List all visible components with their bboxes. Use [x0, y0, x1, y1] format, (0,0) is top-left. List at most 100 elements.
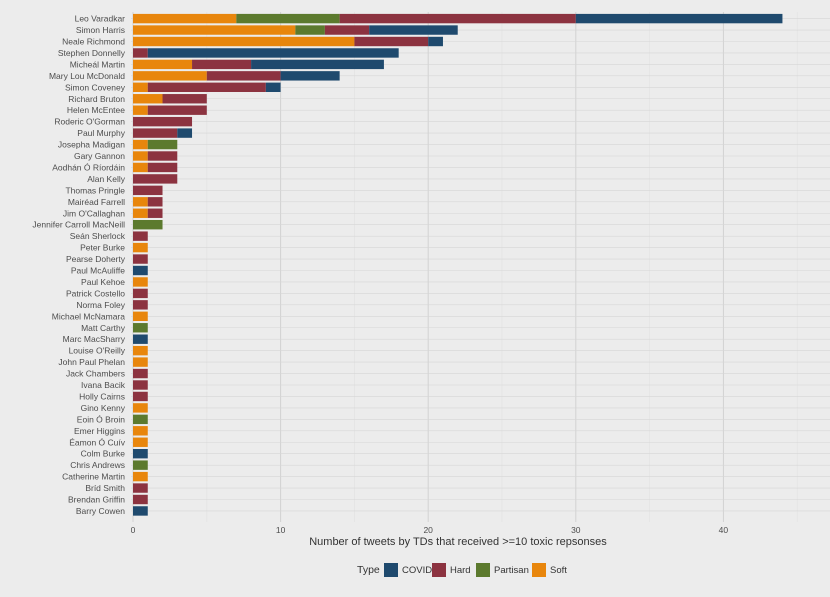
bar-hard-segment — [133, 288, 148, 299]
bar-soft-segment — [133, 71, 207, 81]
y-tick-label: Chris Andrews — [70, 460, 125, 470]
bar-soft-segment — [133, 426, 148, 436]
bar-soft-segment — [133, 197, 148, 207]
y-tick-label: Colm Burke — [81, 449, 126, 459]
bar-hard-segment — [133, 128, 178, 138]
bar-hard-segment — [133, 494, 148, 505]
legend-label-covid: COVID — [402, 565, 432, 576]
y-tick-label: Thomas Pringle — [65, 185, 125, 195]
bar-partisan-segment — [133, 323, 148, 333]
bar-soft-segment — [133, 139, 148, 150]
y-tick-label: Barry Cowen — [76, 506, 125, 516]
bar-soft-segment — [133, 162, 148, 173]
bar-soft-segment — [133, 36, 355, 47]
bar-hard-segment — [133, 483, 148, 493]
y-tick-label: Paul Murphy — [77, 128, 125, 138]
y-tick-label: Aodhán Ó Ríordáin — [52, 162, 125, 172]
bar-soft-segment — [133, 242, 148, 253]
y-tick-label: Alan Kelly — [87, 174, 126, 184]
x-tick-label: 40 — [719, 525, 729, 535]
bar-hard-segment — [147, 82, 266, 92]
bar-hard-segment — [133, 380, 148, 390]
bar-covid-segment — [265, 82, 281, 92]
bar-covid-segment — [177, 128, 193, 138]
bar-hard-segment — [133, 391, 148, 402]
bar-soft-segment — [133, 25, 296, 35]
y-tick-label: Michael McNamara — [52, 311, 125, 321]
bar-soft-segment — [133, 311, 148, 321]
bar-hard-segment — [339, 13, 576, 24]
bar-soft-segment — [133, 357, 148, 367]
bar-hard-segment — [133, 48, 148, 58]
bar-hard-segment — [133, 368, 148, 379]
bar-covid-segment — [133, 449, 148, 459]
x-tick-label: 30 — [571, 525, 581, 535]
legend-label-partisan: Partisan — [494, 565, 529, 576]
bar-hard-segment — [133, 300, 148, 310]
bar-hard-segment — [162, 94, 207, 104]
y-tick-label: Paul Kehoe — [81, 277, 125, 287]
legend: Type COVID Hard Partisan Soft — [357, 563, 567, 577]
legend-swatch-covid — [384, 563, 398, 577]
bar-hard-segment — [324, 25, 370, 35]
x-tick-label: 20 — [423, 525, 433, 535]
y-tick-label: Jack Chambers — [66, 369, 125, 379]
legend-title: Type — [357, 564, 380, 576]
y-tick-label: Gino Kenny — [81, 403, 126, 413]
legend-swatch-soft — [532, 563, 546, 577]
bar-hard-segment — [133, 254, 148, 264]
legend-label-hard: Hard — [450, 565, 471, 576]
bar-covid-segment — [133, 265, 148, 276]
y-tick-label: Josepha Madigan — [58, 140, 125, 150]
bar-hard-segment — [147, 151, 178, 161]
bar-hard-segment — [147, 162, 178, 173]
bar-soft-segment — [133, 105, 148, 115]
bar-soft-segment — [133, 82, 148, 92]
y-tick-label: Helen McEntee — [67, 105, 125, 115]
y-tick-label: Pearse Doherty — [66, 254, 126, 264]
bar-hard-segment — [354, 36, 429, 47]
bar-partisan-segment — [133, 414, 148, 425]
y-tick-label: Roderic O'Gorman — [54, 117, 125, 127]
y-tick-label: Mairéad Farrell — [68, 197, 125, 207]
bar-partisan-segment — [133, 220, 163, 230]
y-tick-label: Mary Lou McDonald — [49, 71, 125, 81]
y-tick-label: Leo Varadkar — [75, 14, 126, 24]
bar-partisan-segment — [236, 13, 340, 24]
bar-covid-segment — [575, 13, 783, 24]
y-tick-label: Simon Harris — [76, 25, 125, 35]
bar-hard-segment — [147, 105, 207, 115]
y-tick-label: Paul McAuliffe — [71, 266, 125, 276]
y-tick-label: Emer Higgins — [74, 426, 125, 436]
legend-swatch-partisan — [476, 563, 490, 577]
legend-label-soft: Soft — [550, 565, 567, 576]
bar-soft-segment — [133, 277, 148, 287]
y-tick-label: Neale Richmond — [62, 37, 125, 47]
y-tick-label: Stephen Donnelly — [58, 48, 126, 58]
y-tick-label: Jim O'Callaghan — [63, 208, 125, 218]
y-tick-label: Brendan Griffin — [68, 495, 125, 505]
bar-soft-segment — [133, 151, 148, 161]
bar-hard-segment — [192, 59, 252, 70]
y-tick-label: Eoin Ó Broin — [77, 414, 125, 424]
bar-soft-segment — [133, 208, 148, 218]
bar-partisan-segment — [147, 139, 178, 150]
y-tick-label: Gary Gannon — [74, 151, 125, 161]
bar-partisan-segment — [295, 25, 325, 35]
y-tick-label: Bríd Smith — [85, 483, 125, 493]
bar-hard-segment — [133, 231, 148, 241]
bar-hard-segment — [133, 174, 178, 184]
bar-soft-segment — [133, 471, 148, 482]
bar-covid-segment — [428, 36, 443, 47]
bar-soft-segment — [133, 13, 237, 24]
y-tick-label: Norma Foley — [76, 300, 125, 310]
bar-covid-segment — [133, 334, 148, 344]
y-tick-label: Jennifer Carroll MacNeill — [32, 220, 125, 230]
x-tick-label: 0 — [131, 525, 136, 535]
y-tick-label: Richard Bruton — [68, 94, 125, 104]
bar-soft-segment — [133, 403, 148, 413]
bar-covid-segment — [369, 25, 458, 35]
bar-covid-segment — [133, 506, 148, 516]
